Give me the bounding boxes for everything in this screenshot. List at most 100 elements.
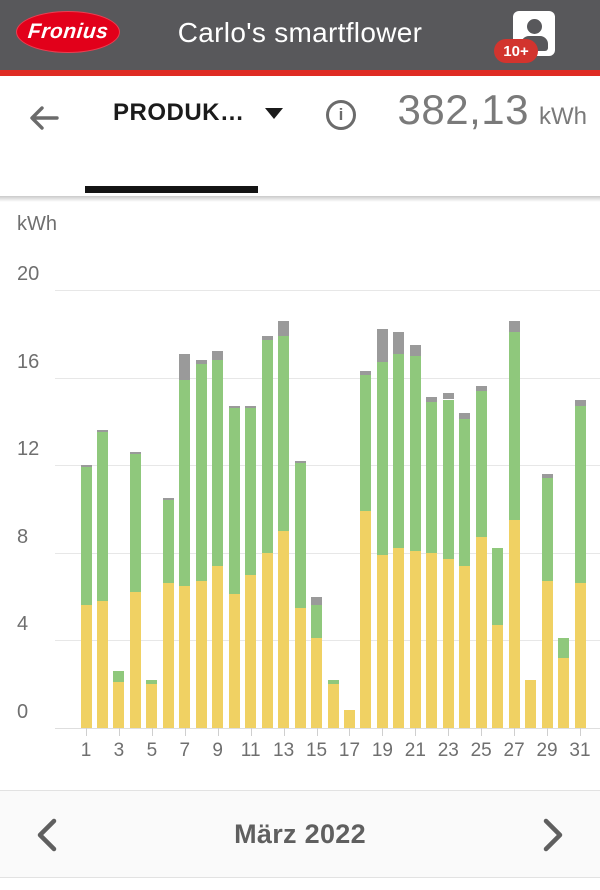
bar-day-23-green[interactable] — [442, 399, 454, 560]
bar-day-26-yellow[interactable] — [492, 625, 504, 728]
prev-month-button[interactable] — [28, 813, 68, 857]
bar-day-8-yellow[interactable] — [195, 581, 207, 728]
bar-day-10-green[interactable] — [228, 408, 240, 595]
bar-day-12-green[interactable] — [261, 340, 273, 553]
bar-day-10-yellow[interactable] — [228, 594, 240, 728]
bar-day-8-green[interactable] — [195, 364, 207, 582]
bar-day-14-green[interactable] — [294, 463, 306, 608]
bar-day-5-yellow[interactable] — [146, 684, 158, 728]
info-button[interactable]: i — [326, 100, 356, 130]
bar-day-30-yellow[interactable] — [558, 657, 570, 728]
app-header: Fronius Carlo's smartflower 10+ — [0, 0, 600, 70]
bar-day-21-green[interactable] — [409, 355, 421, 551]
bar-day-28-yellow[interactable] — [525, 679, 537, 728]
bar-day-4-yellow[interactable] — [129, 592, 141, 728]
bar-day-3-green[interactable] — [113, 671, 125, 682]
bar-day-29-yellow[interactable] — [541, 581, 553, 728]
bar-day-11-yellow[interactable] — [245, 574, 257, 728]
bar-day-2-green[interactable] — [96, 432, 108, 601]
bar-day-1-green[interactable] — [80, 467, 92, 606]
bar-day-14-gray[interactable] — [294, 460, 306, 463]
bar-day-29-gray[interactable] — [541, 473, 553, 479]
x-tick-label: 9 — [212, 740, 223, 761]
bar-day-7-green[interactable] — [179, 379, 191, 586]
x-tick-mark — [217, 728, 219, 736]
bar-day-29-green[interactable] — [541, 478, 553, 582]
bar-day-22-gray[interactable] — [426, 397, 438, 402]
bar-day-5-green[interactable] — [146, 679, 158, 685]
tab-produktion[interactable]: PRODUK… — [113, 99, 283, 127]
bar-day-23-gray[interactable] — [442, 392, 454, 400]
bar-day-20-gray[interactable] — [393, 331, 405, 354]
bar-day-25-green[interactable] — [475, 390, 487, 538]
bar-day-3-yellow[interactable] — [113, 682, 125, 728]
bar-day-16-green[interactable] — [327, 679, 339, 685]
x-tick-label: 11 — [240, 740, 261, 761]
bar-day-31-green[interactable] — [574, 406, 586, 584]
bar-day-19-green[interactable] — [376, 362, 388, 555]
gridline-y-16 — [55, 377, 600, 379]
bar-day-30-green[interactable] — [558, 638, 570, 658]
bar-day-19-yellow[interactable] — [376, 554, 388, 728]
bar-day-14-yellow[interactable] — [294, 607, 306, 728]
bar-day-9-yellow[interactable] — [212, 565, 224, 728]
x-tick-mark — [184, 728, 186, 736]
bar-day-23-yellow[interactable] — [442, 559, 454, 728]
bar-day-2-gray[interactable] — [96, 430, 108, 433]
bar-day-16-yellow[interactable] — [327, 684, 339, 728]
header-accent-line — [0, 70, 600, 76]
x-tick-mark — [316, 728, 318, 736]
bar-day-15-gray[interactable] — [311, 596, 323, 606]
bar-day-8-gray[interactable] — [195, 360, 207, 365]
bar-day-21-gray[interactable] — [409, 344, 421, 356]
x-tick-label: 17 — [338, 740, 361, 761]
bar-day-24-green[interactable] — [459, 419, 471, 566]
bar-day-31-gray[interactable] — [574, 399, 586, 407]
bar-day-15-green[interactable] — [311, 605, 323, 639]
bar-day-25-yellow[interactable] — [475, 537, 487, 728]
bar-day-13-gray[interactable] — [278, 320, 290, 336]
bar-day-7-yellow[interactable] — [179, 585, 191, 728]
bar-day-15-yellow[interactable] — [311, 638, 323, 728]
bar-day-6-green[interactable] — [162, 500, 174, 584]
bar-day-18-green[interactable] — [360, 375, 372, 512]
bar-day-12-gray[interactable] — [261, 335, 273, 341]
bar-day-13-yellow[interactable] — [278, 530, 290, 728]
bar-day-17-yellow[interactable] — [343, 710, 355, 728]
x-tick-label: 23 — [437, 740, 459, 761]
bar-day-2-yellow[interactable] — [96, 600, 108, 728]
bar-day-1-yellow[interactable] — [80, 605, 92, 728]
bar-day-27-gray[interactable] — [508, 320, 520, 332]
bar-day-25-gray[interactable] — [475, 386, 487, 391]
bar-day-18-gray[interactable] — [360, 371, 372, 376]
bar-day-20-green[interactable] — [393, 353, 405, 549]
bar-day-21-yellow[interactable] — [409, 550, 421, 728]
bar-day-4-green[interactable] — [129, 454, 141, 593]
bar-day-4-gray[interactable] — [129, 452, 141, 455]
bar-day-24-gray[interactable] — [459, 412, 471, 420]
bar-day-6-yellow[interactable] — [162, 583, 174, 728]
bar-day-7-gray[interactable] — [179, 353, 191, 380]
next-month-button[interactable] — [532, 813, 572, 857]
bar-day-22-green[interactable] — [426, 401, 438, 553]
bar-day-20-yellow[interactable] — [393, 548, 405, 728]
bar-day-12-yellow[interactable] — [261, 552, 273, 728]
x-tick-mark — [86, 728, 87, 736]
bar-day-31-yellow[interactable] — [574, 583, 586, 728]
back-button[interactable] — [26, 100, 62, 136]
bar-day-22-yellow[interactable] — [426, 552, 438, 728]
bar-day-18-yellow[interactable] — [360, 511, 372, 728]
bar-day-6-gray[interactable] — [162, 498, 174, 501]
bar-day-26-green[interactable] — [492, 548, 504, 626]
bar-day-13-green[interactable] — [278, 335, 290, 531]
bar-day-27-green[interactable] — [508, 331, 520, 520]
bar-day-10-gray[interactable] — [228, 406, 240, 409]
bar-day-24-yellow[interactable] — [459, 565, 471, 728]
bar-day-9-gray[interactable] — [212, 351, 224, 361]
bar-day-9-green[interactable] — [212, 360, 224, 566]
bar-day-1-gray[interactable] — [80, 465, 92, 468]
bar-day-11-green[interactable] — [245, 408, 257, 575]
bar-day-19-gray[interactable] — [376, 329, 388, 363]
bar-day-11-gray[interactable] — [245, 406, 257, 409]
bar-day-27-yellow[interactable] — [508, 519, 520, 728]
